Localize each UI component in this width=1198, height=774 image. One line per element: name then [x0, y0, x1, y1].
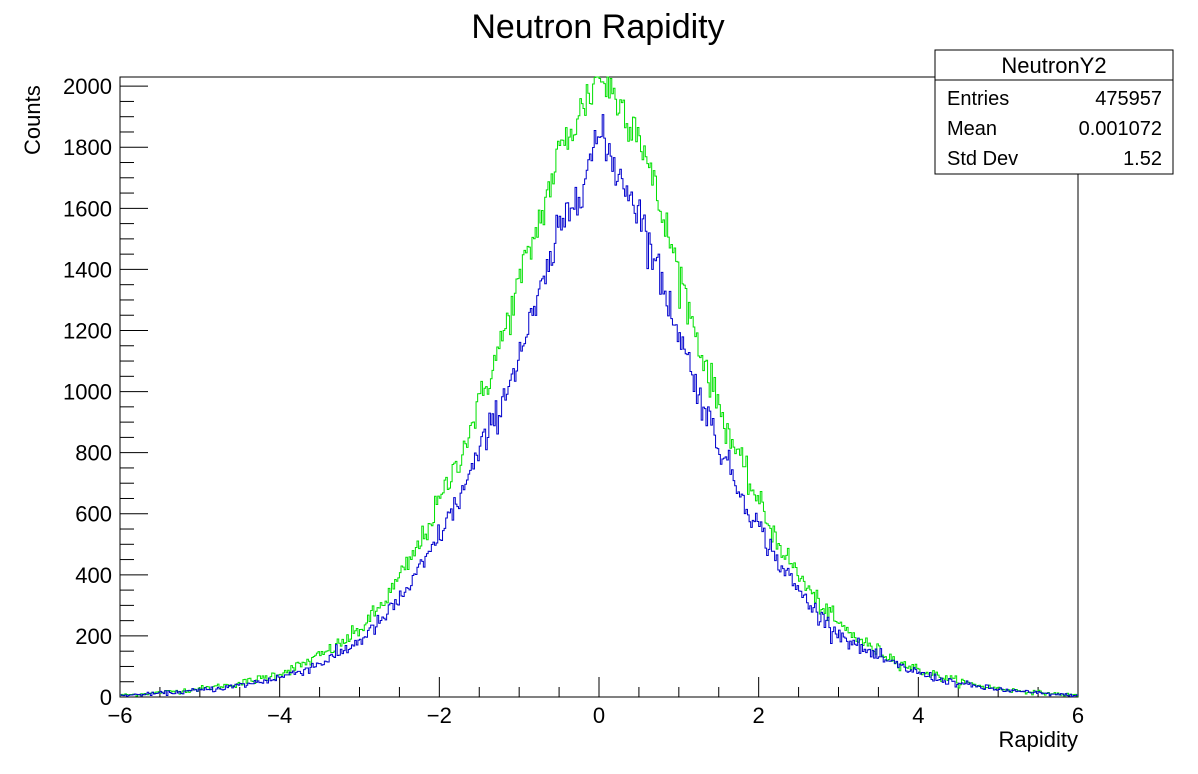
x-tick-label: 6 [1072, 703, 1084, 728]
y-tick-label: 1600 [63, 196, 112, 221]
x-tick-label: −4 [267, 703, 292, 728]
y-tick-label: 0 [100, 685, 112, 710]
stats-mean-label: Mean [947, 118, 997, 140]
y-tick-label: 2000 [63, 74, 112, 99]
series-layer [120, 76, 1078, 698]
series-green-histogram [120, 76, 1078, 697]
stats-stddev-value: 1.52 [1123, 148, 1162, 170]
y-tick-label: 1400 [63, 257, 112, 282]
stats-box-frame [934, 49, 1174, 175]
series-blue-histogram [120, 114, 1078, 698]
stats-entries-label: Entries [947, 88, 1009, 110]
stats-box: NeutronY2 Entries 475957 Mean 0.001072 S… [934, 49, 1174, 175]
x-tick-label: 0 [593, 703, 605, 728]
y-tick-label: 1200 [63, 318, 112, 343]
y-tick-label: 1800 [63, 135, 112, 160]
x-axis-label: Rapidity [999, 727, 1078, 752]
x-tick-label: 4 [912, 703, 924, 728]
stats-mean-value: 0.001072 [1079, 118, 1162, 140]
stats-entries-value: 475957 [1095, 88, 1162, 110]
y-axis-label: Counts [20, 85, 45, 155]
y-tick-label: 1000 [63, 380, 112, 405]
chart-title: Neutron Rapidity [471, 8, 724, 46]
y-tick-label: 400 [75, 563, 112, 588]
y-axis-ticks: 0 200 400 600 800 1000 1200 1400 1600 1800 2000 [63, 74, 148, 710]
stats-stddev-label: Std Dev [947, 148, 1018, 170]
x-axis-ticks: −6 −4 −2 0 2 4 6 [107, 677, 1084, 728]
y-tick-label: 600 [75, 502, 112, 527]
stats-box-title: NeutronY2 [1001, 53, 1106, 78]
plot-frame [119, 76, 1079, 698]
y-tick-label: 200 [75, 624, 112, 649]
x-tick-label: −6 [107, 703, 132, 728]
x-tick-label: 2 [753, 703, 765, 728]
x-tick-label: −2 [427, 703, 452, 728]
y-tick-label: 800 [75, 441, 112, 466]
